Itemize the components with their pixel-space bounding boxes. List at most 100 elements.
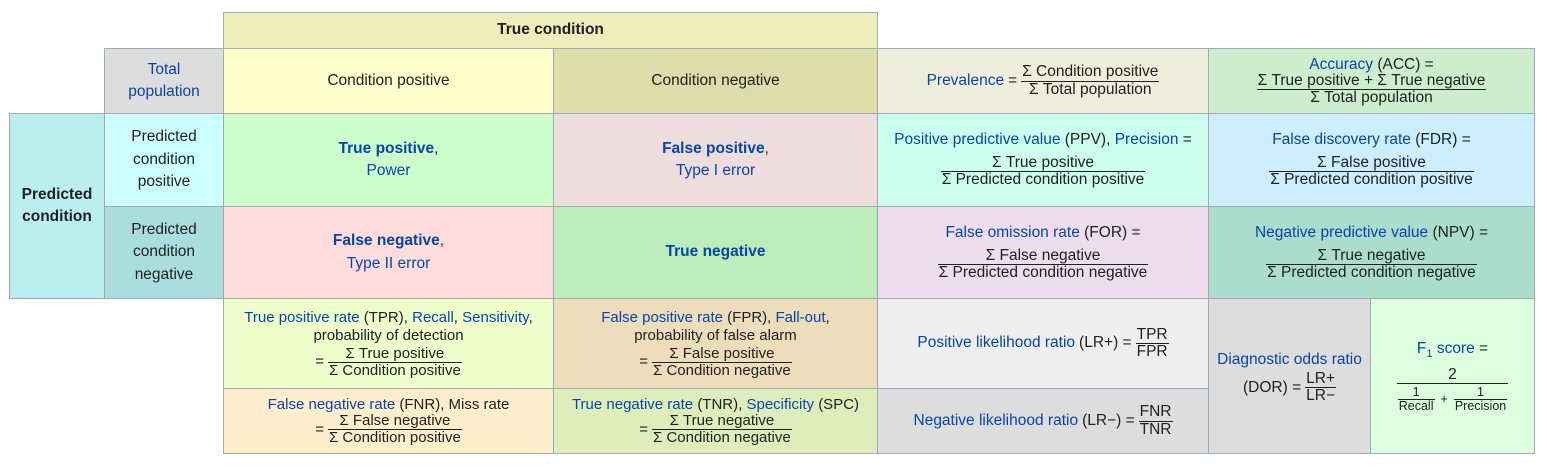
- lr-pos-numerator: TPR: [1135, 325, 1169, 344]
- tpr-link[interactable]: True positive rate: [244, 308, 360, 326]
- false-negative-comma: ,: [439, 232, 445, 250]
- lr-pos-cell: Positive likelihood ratio (LR+) = TPR FP…: [877, 298, 1209, 389]
- dor-link[interactable]: Diagnostic odds ratio: [1217, 350, 1362, 368]
- fnr-cell: False negative rate (FNR), Miss rate = Σ…: [223, 388, 554, 454]
- npv-link[interactable]: Negative predictive value: [1254, 223, 1429, 241]
- fpr-line2: probability of false alarm: [634, 327, 797, 345]
- tnr-link[interactable]: True negative rate: [571, 396, 694, 414]
- prevalence-cell: Prevalence = Σ Condition positive Σ Tota…: [877, 48, 1209, 114]
- f1-plus: +: [1440, 392, 1448, 407]
- type-ii-error-link[interactable]: Type II error: [346, 254, 431, 272]
- condition-negative-label: Condition negative: [651, 71, 780, 89]
- true-condition-header: True condition: [223, 12, 878, 49]
- total-population-link[interactable]: Total population: [128, 60, 200, 100]
- predicted-condition-positive-label: Predicted condition positive: [131, 128, 197, 191]
- tpr-comma2: ,: [528, 308, 533, 326]
- ppv-numerator: Σ True positive: [940, 154, 1146, 173]
- accuracy-numerator: Σ True positive + Σ True negative: [1256, 71, 1487, 91]
- ppv-link[interactable]: Positive predictive value: [894, 131, 1061, 149]
- fall-out-link[interactable]: Fall-out: [775, 308, 826, 326]
- tpr-denominator: Σ Condition positive: [328, 361, 461, 379]
- predicted-condition-label: Predicted condition: [21, 185, 93, 225]
- true-positive-link[interactable]: True positive: [338, 139, 435, 157]
- specificity-link[interactable]: Specificity: [746, 396, 815, 414]
- fdr-numerator: Σ False positive: [1269, 154, 1474, 173]
- tnr-cell: True negative rate (TNR), Specificity (S…: [553, 388, 878, 454]
- tpr-numerator: Σ True positive: [327, 346, 462, 363]
- fdr-fraction: Σ False positive Σ Predicted condition p…: [1269, 154, 1474, 189]
- f1-precision-den: Precision: [1454, 399, 1507, 414]
- tnr-numerator: Σ True negative: [652, 413, 792, 431]
- f1-recall-den: Recall: [1398, 399, 1434, 414]
- f1-recall-fraction: 1 Recall: [1397, 386, 1435, 414]
- false-positive-link[interactable]: False positive: [662, 139, 765, 157]
- tnr-denominator: Σ Condition negative: [653, 429, 791, 447]
- tpr-fraction: Σ True positive Σ Condition positive: [327, 346, 462, 379]
- dor-denominator: LR−: [1306, 387, 1335, 405]
- ppv-cell: Positive predictive value (PPV), Precisi…: [877, 113, 1209, 207]
- f1-fraction: 2 1 Recall + 1 Precision: [1396, 366, 1509, 414]
- lr-pos-link[interactable]: Positive likelihood ratio: [917, 334, 1076, 352]
- lr-neg-denominator: TNR: [1139, 420, 1172, 438]
- lr-pos-fraction: TPR FPR: [1135, 325, 1169, 361]
- npv-numerator: Σ True negative: [1266, 247, 1477, 265]
- tpr-line2: probability of detection: [313, 327, 464, 345]
- tpr-cell: True positive rate (TPR), Recall, Sensit…: [223, 298, 554, 389]
- true-negative-cell: True negative: [553, 206, 878, 299]
- power-link[interactable]: Power: [366, 162, 411, 179]
- sensitivity-link[interactable]: Sensitivity: [462, 308, 529, 326]
- fdr-link[interactable]: False discovery rate: [1272, 131, 1411, 149]
- accuracy-link[interactable]: Accuracy: [1309, 55, 1373, 73]
- f1-eq: =: [1479, 339, 1489, 357]
- true-negative-link[interactable]: True negative: [665, 243, 766, 261]
- lr-neg-fraction: FNR TNR: [1138, 403, 1173, 438]
- lr-neg-abbr: (LR−) =: [1082, 411, 1135, 429]
- predicted-condition-negative-header: Predicted condition negative: [104, 206, 224, 299]
- for-denominator: Σ Predicted condition negative: [938, 263, 1148, 281]
- tnr-abbr: (TNR),: [697, 396, 743, 414]
- dor-fraction: LR+ LR−: [1305, 369, 1336, 405]
- fnr-numerator: Σ False negative: [327, 413, 462, 431]
- false-negative-link[interactable]: False negative: [332, 232, 440, 250]
- fpr-denominator: Σ Condition negative: [653, 361, 791, 379]
- tpr-eq: =: [315, 352, 324, 370]
- tpr-comma: ,: [453, 308, 458, 326]
- fnr-fraction: Σ False negative Σ Condition positive: [327, 413, 462, 446]
- predicted-condition-positive-header: Predicted condition positive: [104, 113, 224, 207]
- condition-positive-header: Condition positive: [223, 48, 554, 114]
- accuracy-denominator: Σ Total population: [1310, 89, 1433, 107]
- fpr-cell: False positive rate (FPR), Fall-out, pro…: [553, 298, 878, 389]
- lr-pos-abbr: (LR+) =: [1079, 334, 1132, 352]
- f1-recall-num: 1: [1397, 386, 1435, 401]
- fpr-link[interactable]: False positive rate: [601, 308, 723, 326]
- lr-neg-link[interactable]: Negative likelihood ratio: [913, 411, 1079, 429]
- total-population-cell: Total population: [104, 48, 224, 114]
- f1-numerator: 2: [1396, 366, 1509, 385]
- fpr-abbr: (FPR),: [727, 308, 772, 326]
- fnr-link[interactable]: False negative rate: [267, 396, 396, 414]
- for-abbr: (FOR) =: [1084, 223, 1141, 241]
- condition-negative-header: Condition negative: [553, 48, 878, 114]
- recall-link[interactable]: Recall: [412, 308, 454, 326]
- fnr-eq: =: [315, 421, 324, 438]
- dor-abbr: (DOR) =: [1243, 379, 1302, 396]
- prevalence-denominator: Σ Total population: [1029, 80, 1152, 98]
- true-condition-label: True condition: [497, 21, 604, 39]
- predicted-condition-negative-label: Predicted condition negative: [131, 220, 197, 283]
- type-i-error-link[interactable]: Type I error: [675, 162, 756, 179]
- fdr-abbr: (FDR) =: [1415, 131, 1471, 149]
- ppv-abbr: (PPV),: [1064, 131, 1111, 149]
- dor-numerator: LR+: [1305, 369, 1336, 389]
- accuracy-abbr: (ACC) =: [1377, 55, 1434, 73]
- prevalence-link[interactable]: Prevalence: [926, 71, 1005, 89]
- for-link[interactable]: False omission rate: [945, 223, 1080, 241]
- npv-denominator: Σ Predicted condition negative: [1267, 263, 1476, 281]
- precision-link[interactable]: Precision: [1114, 131, 1179, 149]
- f1-link[interactable]: F1 score: [1416, 339, 1475, 360]
- prevalence-fraction: Σ Condition positive Σ Total population: [1021, 63, 1160, 98]
- accuracy-fraction: Σ True positive + Σ True negative Σ Tota…: [1256, 71, 1487, 107]
- for-numerator: Σ False negative: [937, 247, 1149, 265]
- fdr-cell: False discovery rate (FDR) = Σ False pos…: [1208, 113, 1535, 207]
- prevalence-numerator: Σ Condition positive: [1021, 63, 1160, 82]
- prevalence-eq: =: [1008, 71, 1018, 89]
